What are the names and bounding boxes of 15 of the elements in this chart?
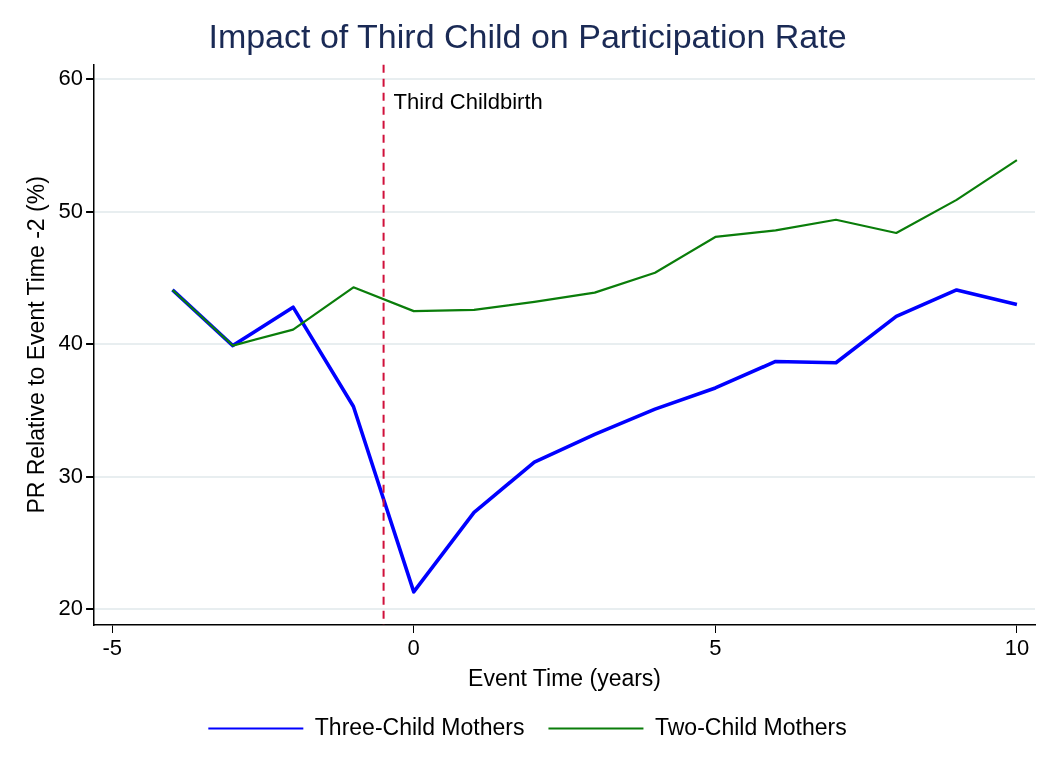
x-tick-label: -5 bbox=[102, 635, 122, 661]
y-tick-label: 40 bbox=[58, 330, 84, 356]
y-tick-label: 30 bbox=[58, 462, 84, 488]
legend-label: Two-Child Mothers bbox=[654, 713, 847, 740]
x-tick-label: 5 bbox=[709, 635, 722, 661]
legend-label: Three-Child Mothers bbox=[314, 713, 525, 740]
x-tick-label: 0 bbox=[407, 635, 420, 661]
chart-title: Impact of Third Child on Participation Rate bbox=[208, 16, 847, 55]
y-tick-label: 60 bbox=[58, 65, 84, 91]
y-axis-title: PR Relative to Event Time -2 (%) bbox=[23, 176, 50, 514]
y-tick-label: 20 bbox=[58, 595, 84, 621]
x-axis-title: Event Time (years) bbox=[468, 664, 662, 691]
ref-line-label: Third Childbirth bbox=[393, 88, 543, 114]
y-tick-label: 50 bbox=[58, 197, 84, 223]
x-tick-label: 10 bbox=[1004, 635, 1030, 661]
